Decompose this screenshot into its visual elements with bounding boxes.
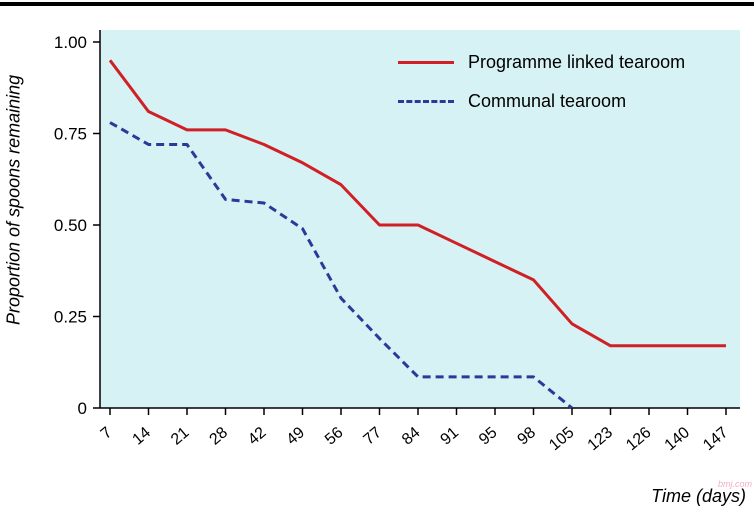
legend-label-programme: Programme linked tearoom	[468, 52, 686, 72]
x-tick-label: 77	[361, 424, 386, 449]
x-tick-label: 98	[515, 424, 540, 449]
x-tick-label: 84	[399, 424, 424, 449]
x-tick-label: 14	[130, 424, 155, 449]
legend-item-communal: Communal tearoom	[398, 91, 685, 112]
x-tick-label: 56	[322, 424, 347, 449]
legend-item-programme: Programme linked tearoom	[398, 52, 685, 73]
x-tick-label: 95	[476, 424, 501, 449]
legend-line-sample-dashed-blue	[398, 100, 454, 103]
y-tick-label: 1.00	[54, 33, 87, 52]
x-tick-label: 49	[284, 424, 309, 449]
x-tick-label: 147	[700, 424, 731, 454]
x-tick-label: 42	[245, 424, 270, 449]
legend-label-communal: Communal tearoom	[468, 91, 627, 111]
series-line-0	[108, 59, 726, 348]
chart-legend: Programme linked tearoom Communal tearoo…	[398, 52, 685, 112]
x-tick-label: 105	[546, 424, 577, 454]
x-tick-label: 140	[662, 424, 693, 454]
y-tick-label: 0	[78, 399, 87, 418]
y-tick-label: 0.50	[54, 216, 87, 235]
figure-top-rule	[0, 2, 754, 6]
series-line-1	[109, 121, 573, 410]
x-tick-label: 91	[438, 424, 463, 449]
y-tick-label: 0.25	[54, 308, 87, 327]
x-axis-title: Time (days)	[651, 486, 746, 506]
x-tick-label: 123	[585, 424, 616, 454]
legend-line-sample-solid-red	[398, 61, 454, 64]
y-tick-label: 0.75	[54, 125, 87, 144]
watermark: bmj.com	[717, 479, 752, 489]
x-tick-label: 7	[98, 424, 116, 443]
x-tick-label: 28	[207, 424, 232, 449]
x-tick-label: 126	[623, 424, 654, 454]
x-tick-label: 21	[168, 424, 193, 449]
